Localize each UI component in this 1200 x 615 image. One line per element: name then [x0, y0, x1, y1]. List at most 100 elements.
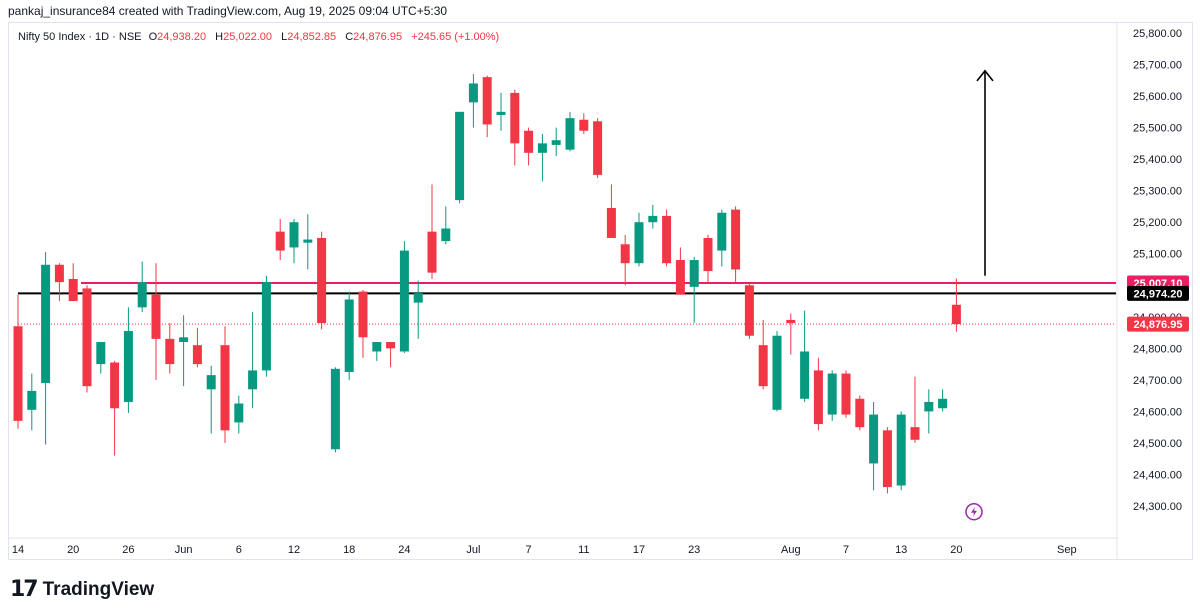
candle	[813, 357, 823, 431]
candle-body	[399, 250, 409, 352]
candle	[496, 92, 506, 131]
candle	[855, 395, 865, 431]
x-tick-label: 7	[526, 544, 532, 556]
candle-body	[841, 373, 851, 415]
candle-body	[110, 362, 120, 409]
candle	[344, 291, 354, 380]
candle-body	[179, 337, 189, 343]
candle	[938, 389, 948, 412]
candle-body	[234, 403, 244, 423]
y-tick-label: 24,500.00	[1133, 438, 1182, 450]
x-tick-label: 26	[122, 544, 134, 556]
candle-body	[703, 237, 713, 272]
high-value: 25,022.00	[223, 31, 273, 43]
candle	[841, 370, 851, 418]
candle	[648, 204, 658, 229]
candle-body	[606, 208, 616, 238]
candle-body	[634, 222, 644, 264]
candle	[234, 395, 244, 434]
candle-body	[41, 264, 51, 384]
candle	[634, 212, 644, 267]
candle	[427, 184, 437, 279]
candle-body	[855, 398, 865, 428]
candle	[289, 219, 299, 264]
candle-body	[317, 237, 327, 324]
x-tick-label: Jul	[466, 544, 480, 556]
candle	[524, 127, 534, 166]
candle-body	[82, 288, 92, 387]
y-tick-label: 24,700.00	[1133, 375, 1182, 387]
x-tick-label: 23	[688, 544, 700, 556]
symbol-name[interactable]: Nifty 50 Index · 1D · NSE	[18, 31, 142, 43]
candle-body	[27, 390, 37, 410]
candle	[179, 315, 189, 387]
y-tick-label: 25,800.00	[1133, 28, 1182, 40]
candle	[261, 275, 271, 377]
x-tick-label: 11	[578, 544, 589, 556]
y-tick-label: 25,700.00	[1133, 60, 1182, 72]
candle-body	[758, 345, 768, 387]
candle-body	[441, 228, 451, 242]
candle-body	[496, 111, 506, 115]
candle-body	[468, 83, 478, 103]
candle	[413, 280, 423, 339]
candle-body	[303, 239, 313, 243]
y-tick-label: 25,400.00	[1133, 154, 1182, 166]
candle-body	[924, 401, 934, 412]
candle	[703, 234, 713, 283]
candle	[689, 256, 699, 324]
candle-body	[275, 231, 285, 251]
black-level-price-tag: 24,974.20	[1127, 285, 1189, 301]
candle-body	[261, 282, 271, 371]
candle-body	[524, 130, 534, 153]
candle-body	[54, 264, 64, 283]
candle-body	[358, 291, 368, 338]
candle-body	[951, 304, 961, 325]
candle	[248, 312, 258, 409]
candle	[192, 327, 202, 368]
x-tick-label: 12	[288, 544, 300, 556]
candle-body	[206, 375, 216, 390]
candle-body	[96, 342, 106, 365]
candle-body	[220, 345, 230, 431]
y-tick-label: 25,300.00	[1133, 186, 1182, 198]
candle-body	[248, 370, 258, 390]
candle	[68, 263, 78, 302]
candle-body	[593, 121, 603, 175]
candle-body	[662, 215, 672, 264]
change-value: +245.65 (+1.00%)	[411, 31, 500, 43]
candle	[827, 370, 837, 421]
creator-line: pankaj_insurance84 created with TradingV…	[8, 4, 448, 18]
candle	[869, 401, 879, 491]
candle	[206, 365, 216, 434]
candle	[551, 127, 561, 156]
candle	[317, 231, 327, 330]
candle-body	[537, 143, 547, 153]
candle-body	[344, 299, 354, 372]
low-value: 24,852.85	[287, 31, 337, 43]
candle-body	[386, 342, 396, 349]
close-value: 24,876.95	[353, 31, 403, 43]
candle	[482, 75, 492, 138]
candle-body	[938, 398, 948, 409]
footer-logo[interactable]: 17 TradingView	[10, 577, 154, 602]
candle-body	[869, 414, 879, 464]
candle-body	[620, 244, 630, 264]
candle	[399, 241, 409, 354]
candle-body	[648, 215, 658, 223]
y-tick-label: 25,100.00	[1133, 249, 1182, 261]
candle	[662, 209, 672, 267]
y-tick-label: 24,400.00	[1133, 469, 1182, 481]
last-price-tag-label: 24,876.95	[1134, 319, 1183, 331]
candle-body	[675, 260, 685, 295]
candle-body	[579, 119, 589, 131]
x-tick-label: 7	[843, 544, 849, 556]
candle	[220, 326, 230, 443]
candle	[41, 252, 51, 445]
y-tick-label: 25,600.00	[1133, 91, 1182, 103]
lightning-icon[interactable]	[965, 502, 983, 521]
candle-body	[882, 430, 892, 488]
candle	[579, 113, 589, 134]
candle-body	[910, 427, 920, 440]
